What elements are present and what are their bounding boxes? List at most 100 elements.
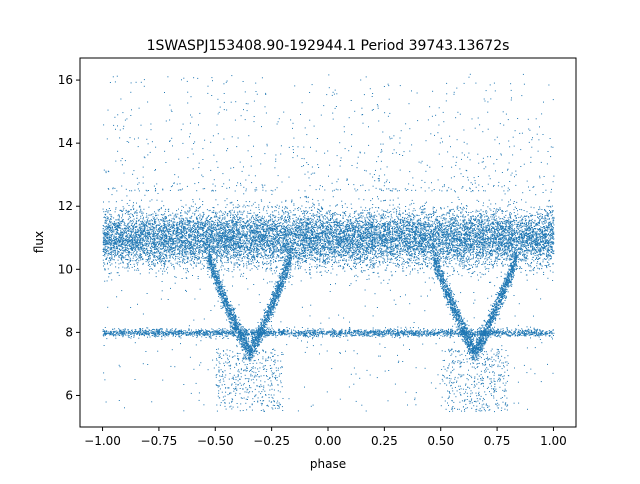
data-point bbox=[216, 221, 218, 223]
data-point bbox=[219, 215, 221, 217]
data-point bbox=[103, 217, 105, 218]
data-point bbox=[277, 241, 279, 242]
data-point bbox=[296, 228, 298, 230]
data-point bbox=[323, 225, 324, 227]
data-point bbox=[193, 253, 195, 255]
data-point bbox=[199, 253, 200, 255]
data-point bbox=[153, 238, 155, 239]
data-point bbox=[469, 243, 471, 245]
data-point bbox=[104, 234, 106, 235]
data-point bbox=[134, 265, 135, 267]
data-point bbox=[483, 247, 485, 249]
data-point bbox=[126, 211, 128, 213]
data-point bbox=[492, 240, 494, 242]
data-point bbox=[449, 240, 450, 242]
data-point bbox=[466, 205, 468, 207]
data-point bbox=[452, 243, 454, 245]
data-point bbox=[317, 250, 319, 252]
data-point bbox=[318, 212, 320, 214]
data-point bbox=[548, 253, 550, 255]
data-point bbox=[378, 250, 380, 252]
data-point bbox=[476, 255, 478, 257]
data-point bbox=[550, 206, 552, 208]
data-point bbox=[537, 243, 539, 245]
data-point bbox=[465, 241, 467, 243]
data-point bbox=[123, 232, 125, 234]
data-point bbox=[449, 258, 451, 260]
data-point bbox=[250, 239, 252, 240]
data-point bbox=[408, 235, 410, 237]
data-point bbox=[513, 240, 514, 241]
data-point bbox=[315, 242, 317, 244]
data-point bbox=[170, 239, 172, 241]
data-point bbox=[106, 245, 108, 247]
data-point bbox=[356, 253, 358, 255]
data-point bbox=[500, 248, 501, 250]
data-point bbox=[411, 269, 413, 271]
data-point bbox=[456, 227, 458, 229]
data-point bbox=[551, 246, 553, 247]
data-point bbox=[290, 245, 292, 247]
data-point bbox=[131, 248, 133, 250]
data-point bbox=[343, 239, 345, 241]
data-point bbox=[284, 219, 286, 221]
data-point bbox=[317, 258, 319, 260]
data-point bbox=[463, 250, 465, 252]
data-point bbox=[167, 235, 169, 237]
data-point bbox=[215, 219, 217, 221]
data-point bbox=[481, 245, 483, 247]
data-point bbox=[301, 228, 303, 230]
data-point bbox=[357, 230, 359, 232]
data-point bbox=[279, 260, 281, 262]
data-point bbox=[506, 232, 508, 234]
data-point bbox=[193, 239, 195, 241]
data-point bbox=[482, 237, 484, 239]
data-point bbox=[206, 209, 208, 211]
data-point bbox=[118, 267, 120, 269]
data-point bbox=[181, 242, 183, 243]
data-point bbox=[546, 266, 547, 268]
data-point bbox=[534, 239, 536, 241]
data-point bbox=[229, 236, 231, 238]
data-point bbox=[225, 250, 226, 252]
data-point bbox=[114, 240, 115, 242]
data-point bbox=[290, 232, 292, 233]
data-point bbox=[283, 249, 285, 251]
data-point bbox=[281, 226, 282, 228]
data-point bbox=[449, 222, 451, 224]
data-point bbox=[154, 263, 156, 265]
data-point bbox=[265, 234, 267, 236]
data-point bbox=[192, 275, 193, 276]
data-point bbox=[460, 223, 462, 225]
data-point bbox=[511, 221, 513, 223]
data-point bbox=[188, 211, 190, 213]
data-point bbox=[287, 246, 289, 247]
data-point bbox=[531, 227, 533, 228]
data-point bbox=[181, 240, 183, 242]
data-point bbox=[430, 244, 432, 246]
data-point bbox=[268, 245, 270, 246]
data-point bbox=[164, 226, 166, 228]
data-point bbox=[521, 209, 523, 211]
data-point bbox=[548, 243, 549, 245]
data-point bbox=[420, 206, 421, 208]
data-point bbox=[249, 212, 251, 214]
data-point bbox=[195, 231, 197, 233]
data-point bbox=[205, 232, 207, 234]
data-point bbox=[330, 251, 332, 253]
data-point bbox=[227, 236, 229, 237]
data-point bbox=[358, 258, 360, 260]
data-point bbox=[286, 247, 288, 249]
data-point bbox=[143, 216, 144, 218]
data-point bbox=[194, 259, 196, 261]
data-point bbox=[289, 232, 290, 234]
data-point bbox=[500, 238, 502, 240]
data-point bbox=[389, 222, 391, 224]
data-point bbox=[488, 221, 490, 223]
data-point bbox=[180, 239, 181, 241]
data-point bbox=[373, 265, 375, 267]
data-point bbox=[450, 224, 451, 226]
data-point bbox=[552, 280, 554, 281]
data-point bbox=[351, 238, 353, 240]
data-point bbox=[163, 260, 165, 262]
